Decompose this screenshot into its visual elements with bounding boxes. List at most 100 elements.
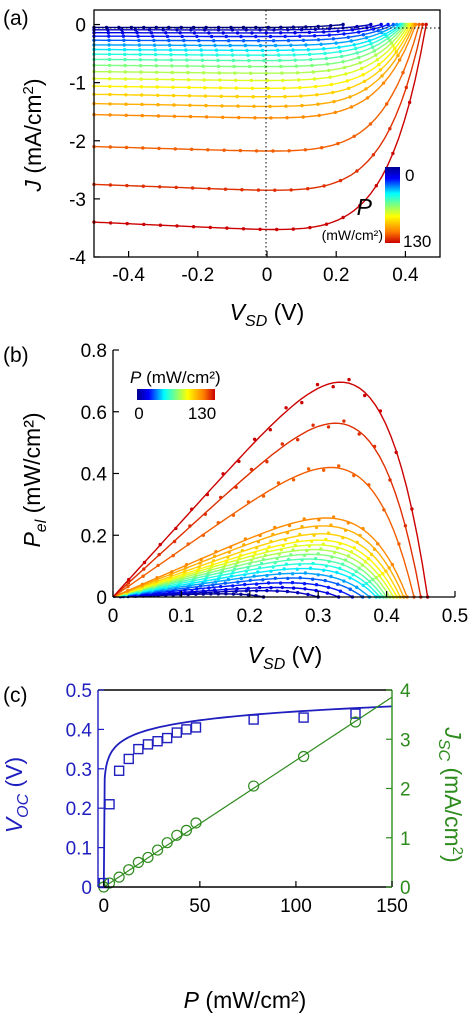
panel-b-point [198, 561, 202, 565]
panel-b-point [235, 587, 239, 591]
panel-a-point [213, 43, 217, 48]
panel-b-point [387, 566, 391, 570]
panel-c-left-ticks: 0 0.1 0.2 0.3 0.4 0.5 [66, 681, 104, 899]
panel-a-point [331, 37, 336, 41]
panel-b-point [355, 540, 359, 544]
panel-b-point [195, 587, 199, 591]
panel-a-point [155, 85, 159, 89]
panel-a-point [124, 93, 128, 97]
panel-c-jsc-marker [103, 877, 116, 889]
panel-a-point [346, 35, 351, 39]
panel-b-point [209, 592, 213, 596]
panel-b-point [142, 560, 147, 565]
panel-a-colorbar-top-label: 0 [405, 166, 414, 185]
panel-c-jsc-marker [132, 856, 144, 868]
panel-a-point [107, 38, 111, 42]
panel-a-point [340, 54, 344, 59]
panel-b-point [243, 573, 247, 577]
panel-c-right-tick-label: 0 [400, 878, 411, 899]
panel-a-point [279, 25, 283, 29]
panel-a-point [185, 58, 189, 62]
panel-c-voc-marker [298, 712, 309, 723]
panel-a-point [336, 29, 340, 33]
panel-a-point [216, 28, 221, 32]
panel-b-x-ticks: 0 0.1 0.2 0.3 0.4 0.5 [108, 591, 468, 627]
panel-b-point [397, 542, 401, 546]
panel-a-point [187, 94, 192, 98]
panel-b-point [308, 566, 313, 570]
panel-a-point [108, 221, 113, 225]
panel-b-point [346, 554, 351, 558]
panel-a-point [266, 86, 270, 91]
panel-a-point [293, 31, 297, 35]
panel-a-point [235, 31, 240, 35]
panel-b-point [268, 428, 272, 432]
panel-b-point [252, 437, 257, 441]
panel-a-point [282, 86, 286, 90]
panel-b-point [236, 580, 240, 584]
panel-a-point [158, 185, 162, 189]
panel-b-point [186, 586, 190, 590]
panel-a-point [137, 43, 142, 47]
panel-a-point [375, 58, 380, 62]
panel-a-point [149, 31, 154, 35]
panel-a-point [297, 78, 301, 82]
panel-a-point [316, 24, 320, 29]
panel-a-point [108, 84, 112, 89]
panel-a-point [225, 226, 229, 230]
panel-b-point [256, 570, 260, 574]
panel-a-point [171, 85, 175, 90]
panel-c: (c) 0 50 100 150 0 0.1 0.2 0.3 0.4 0.5 0 1 2 3 4 P (… [1, 681, 466, 1013]
panel-a-point [175, 28, 179, 32]
panel-b-point [220, 568, 225, 572]
panel-b-point [376, 542, 380, 546]
panel-b-point [341, 562, 345, 566]
panel-a-point [251, 95, 255, 99]
panel-b-point [239, 576, 243, 581]
panel-c-jsc-marker [113, 871, 125, 883]
panel-b-point [374, 575, 378, 580]
panel-b-point [126, 588, 130, 593]
panel-c-right-ticks: 0 1 2 3 4 [386, 681, 411, 899]
panel-a-point [156, 114, 161, 118]
panel-a-point [153, 52, 158, 57]
panel-b-point [331, 515, 336, 519]
panel-b-point [314, 583, 319, 587]
panel-a-point [262, 58, 266, 63]
panel-a-point [329, 24, 333, 28]
panel-a-point [224, 34, 228, 39]
panel-a-point [368, 122, 373, 126]
panel-a-point [386, 22, 390, 27]
panel-a-point [189, 147, 194, 151]
panel-b-point [246, 565, 250, 570]
panel-a-point [369, 42, 373, 46]
panel-a-point [352, 134, 356, 138]
panel-a-point [291, 48, 295, 52]
panel-a-point [171, 77, 175, 82]
panel-a-point [172, 103, 176, 107]
panel-a-point [108, 70, 112, 74]
panel-a-point [188, 114, 193, 119]
panel-b-point [265, 460, 269, 464]
panel-b-point [291, 478, 296, 482]
panel-a-point [256, 39, 261, 43]
panel-a-point [139, 77, 143, 81]
panel-a-point [206, 148, 210, 152]
panel-a-point [308, 225, 312, 230]
panel-a-point [355, 169, 359, 173]
panel-a-y-tick-label: -3 [69, 190, 86, 211]
panel-b-point [190, 507, 194, 511]
panel-a-point [234, 86, 239, 90]
panel-a-point [313, 84, 318, 89]
panel-b-point [273, 561, 277, 565]
panel-b-point [205, 492, 210, 497]
panel-b-point [188, 524, 192, 528]
panel-b-point [296, 438, 300, 442]
panel-a-point [283, 94, 287, 99]
panel-a-point [207, 31, 211, 35]
panel-b-point [305, 548, 309, 553]
panel-a-point [138, 52, 142, 57]
panel-b-point [231, 584, 235, 588]
panel-c-right-y-label: JSC (mA/cm2) [435, 726, 466, 862]
panel-b-point [281, 543, 285, 548]
